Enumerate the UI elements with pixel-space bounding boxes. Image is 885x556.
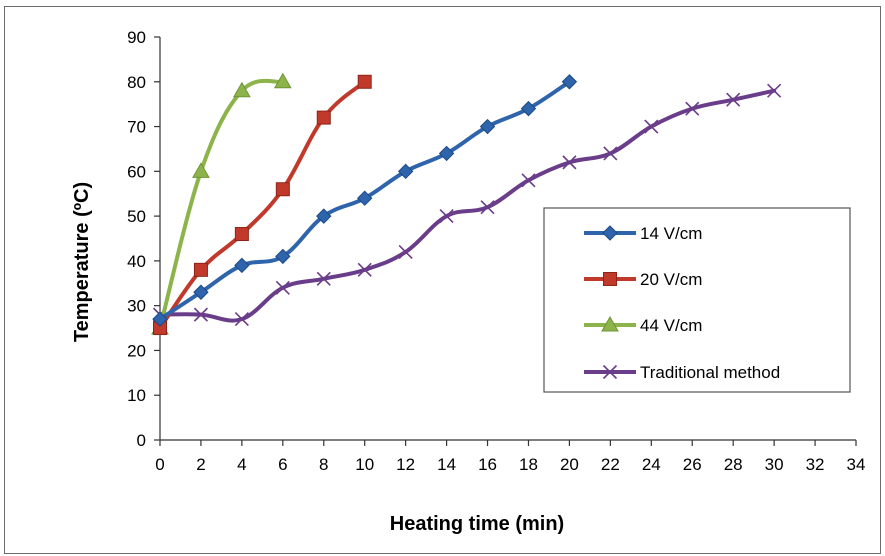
data-point [356, 190, 373, 206]
legend-marker [602, 364, 618, 380]
y-tick-label: 0 [137, 431, 146, 450]
data-point [357, 74, 372, 89]
series-14-v-cm [152, 74, 578, 327]
legend-item: 20 V/cm [584, 270, 702, 289]
data-point [397, 163, 414, 180]
x-tick-label: 28 [724, 455, 743, 474]
x-tick-label: 18 [519, 455, 538, 474]
data-point [480, 200, 495, 215]
legend: 14 V/cm 20 V/cm 44 V/cm Traditional method [584, 224, 780, 382]
x-tick-label: 24 [642, 455, 661, 474]
data-point [562, 155, 577, 170]
data-point [234, 257, 250, 274]
x-tick-label: 20 [560, 455, 579, 474]
data-point [316, 110, 331, 125]
x-tick-label: 4 [237, 455, 246, 474]
y-tick-label: 30 [127, 297, 146, 316]
x-tick-label: 14 [437, 455, 456, 474]
legend-box [543, 207, 851, 393]
data-point [520, 100, 537, 117]
x-tick-label: 34 [847, 455, 866, 474]
data-point [316, 208, 332, 224]
data-point [193, 262, 208, 277]
data-point [398, 244, 413, 259]
y-tick-label: 20 [127, 341, 146, 360]
data-point [273, 72, 292, 89]
y-tick-label: 70 [127, 118, 146, 137]
data-point [316, 271, 331, 286]
data-point [193, 284, 209, 300]
y-tick-label: 10 [127, 386, 146, 405]
series-layer [151, 72, 782, 336]
data-point [521, 173, 536, 188]
data-point [726, 92, 741, 107]
data-point [357, 262, 372, 277]
data-point [234, 312, 249, 327]
data-point [275, 182, 290, 197]
legend-marker [602, 225, 618, 241]
data-point [234, 227, 249, 242]
series-20-v-cm [153, 74, 372, 336]
x-tick-label: 22 [601, 455, 620, 474]
x-tick-label: 16 [478, 455, 497, 474]
data-point [275, 280, 290, 295]
series-line [158, 88, 777, 323]
data-point [479, 118, 496, 135]
y-tick-label: 80 [127, 73, 146, 92]
legend-label: 44 V/cm [640, 316, 702, 335]
y-axis-title: Temperature (ºC) [71, 182, 93, 342]
x-tick-label: 26 [683, 455, 702, 474]
data-point [685, 101, 700, 116]
x-tick-label: 2 [196, 455, 205, 474]
legend-label: 14 V/cm [640, 224, 702, 243]
legend-label: Traditional method [640, 363, 780, 382]
data-point [152, 311, 168, 327]
legend-marker [601, 315, 619, 332]
data-point [438, 145, 455, 162]
x-tick-label: 10 [355, 455, 374, 474]
x-tick-label: 0 [155, 455, 164, 474]
legend-label: 20 V/cm [640, 270, 702, 289]
legend-item: 14 V/cm [584, 224, 702, 243]
x-axis-title: Heating time (min) [390, 513, 564, 535]
x-tick-label: 6 [278, 455, 287, 474]
data-point [603, 146, 618, 161]
series-line [158, 78, 285, 331]
legend-item: Traditional method [584, 363, 780, 382]
legend-marker [603, 272, 617, 286]
y-tick-label: 50 [127, 207, 146, 226]
data-point [561, 74, 578, 90]
data-point [192, 162, 210, 178]
x-tick-label: 30 [765, 455, 784, 474]
data-point [193, 307, 209, 322]
x-tick-label: 12 [396, 455, 415, 474]
data-point [767, 83, 782, 98]
data-point [275, 248, 291, 265]
x-tick-label: 8 [319, 455, 328, 474]
legend-item: 44 V/cm [584, 315, 702, 335]
x-tick-label: 32 [806, 455, 825, 474]
y-tick-label: 60 [127, 162, 146, 181]
y-tick-label: 40 [127, 252, 146, 271]
data-point [233, 81, 251, 98]
data-point [439, 209, 454, 224]
data-point [644, 119, 659, 134]
y-tick-label: 90 [127, 28, 146, 47]
